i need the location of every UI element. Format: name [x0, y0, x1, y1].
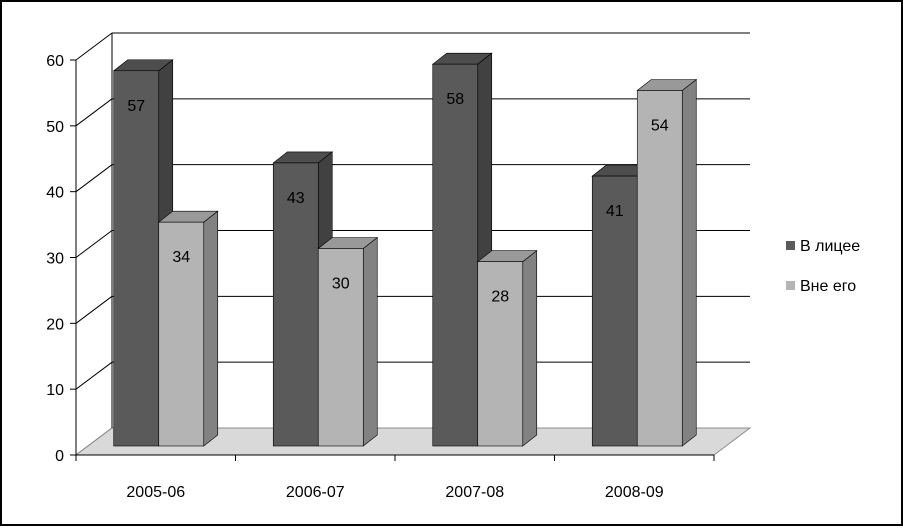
y-tick-label: 20	[46, 316, 64, 333]
category-label: 2008-09	[605, 484, 664, 501]
bar	[476, 250, 538, 447]
data-label: 43	[287, 190, 305, 207]
category-label: 2006-07	[286, 484, 345, 501]
legend: В лицее Вне его	[786, 238, 860, 295]
bar	[157, 210, 219, 447]
gridline-side	[75, 230, 113, 258]
gridline-side	[75, 361, 113, 390]
gridline-side	[75, 164, 113, 193]
labels: 2005-06 57 34 2006-07 43 30 2007-08 58 28 2008-09…	[126, 91, 668, 501]
data-label: 34	[172, 249, 190, 266]
y-tick-label: 10	[46, 382, 64, 399]
bar-side	[681, 78, 697, 447]
data-label: 28	[491, 289, 509, 306]
legend-label: В лицее	[800, 238, 860, 255]
bar-side	[362, 236, 378, 447]
gridline-side	[75, 98, 113, 127]
y-tick-label: 30	[46, 251, 64, 268]
bars	[112, 52, 698, 447]
bar	[317, 236, 379, 447]
category-label: 2005-06	[126, 484, 185, 501]
legend-label: Вне его	[800, 278, 856, 295]
legend-swatch	[786, 281, 795, 290]
data-label: 57	[127, 98, 145, 115]
gridline-side	[75, 295, 113, 324]
bar-side	[203, 210, 219, 447]
bar-front	[317, 248, 364, 447]
data-label: 30	[332, 276, 350, 293]
data-label: 54	[651, 118, 669, 135]
category-label: 2007-08	[445, 484, 504, 501]
bar-front	[158, 221, 205, 447]
y-tick-label: 50	[46, 119, 64, 136]
bar-front	[272, 162, 319, 447]
gridline-side	[75, 32, 113, 61]
bar-front	[432, 63, 479, 447]
bar	[636, 78, 698, 447]
data-label: 41	[606, 203, 624, 220]
data-label: 58	[446, 91, 464, 108]
bar-front	[113, 70, 160, 447]
y-tick-label: 40	[46, 185, 64, 202]
y-tick-label: 60	[46, 53, 64, 70]
legend-swatch	[786, 241, 795, 250]
bar-front	[636, 90, 683, 447]
axes: 0 10 20 30 40 50 60	[46, 33, 715, 465]
bar-side	[522, 250, 538, 447]
y-tick-label: 0	[55, 448, 64, 465]
bar-front	[477, 261, 524, 447]
